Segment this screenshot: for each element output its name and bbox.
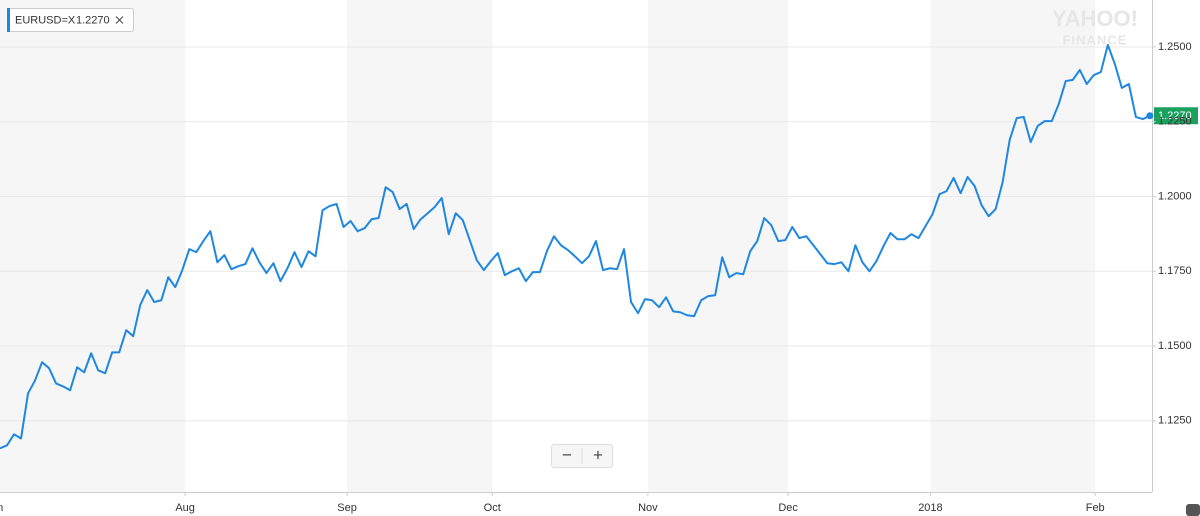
legend: EURUSD=X 1.2270 bbox=[7, 8, 134, 32]
x-tick-label: 2018 bbox=[918, 502, 942, 514]
watermark: YAHOO! bbox=[1052, 6, 1138, 31]
y-tick-label: 1.1500 bbox=[1158, 340, 1192, 352]
plot: 1.2270 bbox=[0, 43, 1198, 450]
zoom-out[interactable]: − bbox=[562, 445, 572, 464]
x-tick-label: Dec bbox=[778, 502, 798, 514]
legend-symbol: EURUSD=X bbox=[15, 14, 76, 26]
band bbox=[647, 0, 789, 492]
x-tick-label: Jun bbox=[0, 502, 3, 514]
y-tick-label: 1.1250 bbox=[1158, 415, 1192, 427]
band bbox=[930, 0, 1096, 492]
y-tick-label: 1.2000 bbox=[1158, 190, 1192, 202]
y-tick-label: 1.1750 bbox=[1158, 265, 1192, 277]
corner-button[interactable] bbox=[1186, 504, 1200, 516]
price-line bbox=[0, 43, 1151, 450]
last-point bbox=[1146, 112, 1154, 120]
grid bbox=[0, 46, 1152, 422]
watermark: FINANCE bbox=[1063, 32, 1128, 47]
band bbox=[0, 0, 186, 492]
zoom-in[interactable]: + bbox=[593, 445, 603, 464]
x-tick-label: Aug bbox=[175, 502, 195, 514]
band bbox=[347, 0, 493, 492]
legend-price: 1.2270 bbox=[76, 14, 110, 26]
legend-swatch bbox=[7, 8, 10, 32]
y-tick-label: 1.2250 bbox=[1158, 116, 1192, 128]
zoom-control: − + bbox=[551, 444, 613, 468]
x-tick-label: Sep bbox=[337, 502, 357, 514]
y-tick-label: 1.2500 bbox=[1158, 41, 1192, 53]
x-tick-label: Oct bbox=[484, 502, 501, 514]
month-bands bbox=[0, 0, 1095, 492]
price-badge-label: 1.2270 bbox=[1158, 110, 1192, 122]
x-tick-label: Nov bbox=[638, 502, 658, 514]
x-tick-label: Feb bbox=[1086, 502, 1105, 514]
price-badge bbox=[1154, 107, 1198, 125]
legend-close[interactable] bbox=[115, 16, 124, 24]
